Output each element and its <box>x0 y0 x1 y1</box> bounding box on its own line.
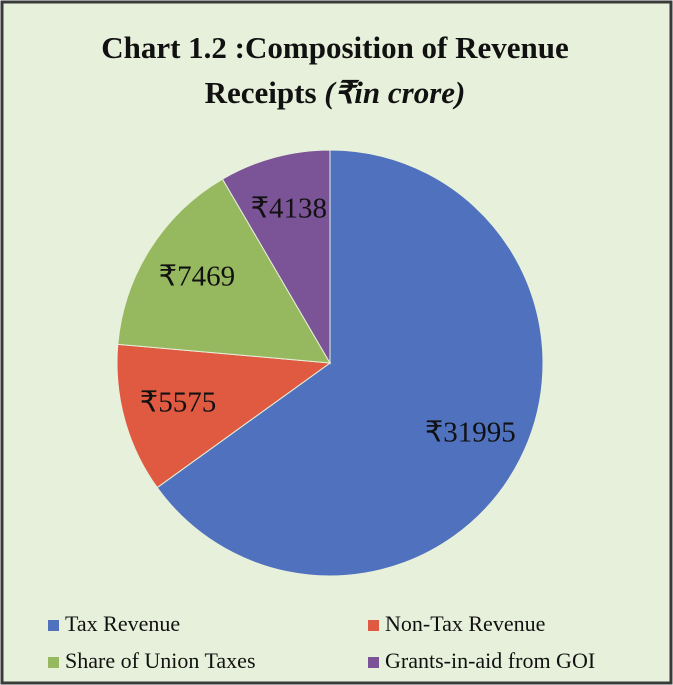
chart-title: Chart 1.2 :Composition of Revenue <box>101 30 569 65</box>
slice-label: ₹7469 <box>159 260 235 292</box>
legend-label: Grants-in-aid from GOI <box>385 648 595 673</box>
legend-swatch <box>48 620 59 631</box>
slice-label: ₹5575 <box>140 386 216 418</box>
legend-swatch <box>368 620 379 631</box>
pie-slice <box>116 343 332 489</box>
legend-label: Non-Tax Revenue <box>385 611 545 636</box>
slice-label: ₹4138 <box>251 193 327 225</box>
slice-label: ₹31995 <box>425 416 516 448</box>
legend-swatch <box>48 657 59 668</box>
chart-title-unit: (₹in crore) <box>324 75 465 110</box>
pie-slice <box>156 149 544 577</box>
legend-label: Share of Union Taxes <box>65 648 256 673</box>
pie-slice <box>221 149 331 365</box>
pie-slice <box>117 178 331 364</box>
chart-title-line2: Receipts (₹in crore) <box>205 75 466 110</box>
legend-swatch <box>368 657 379 668</box>
legend-label: Tax Revenue <box>65 611 180 636</box>
chart-title-part: Receipts <box>205 75 317 110</box>
